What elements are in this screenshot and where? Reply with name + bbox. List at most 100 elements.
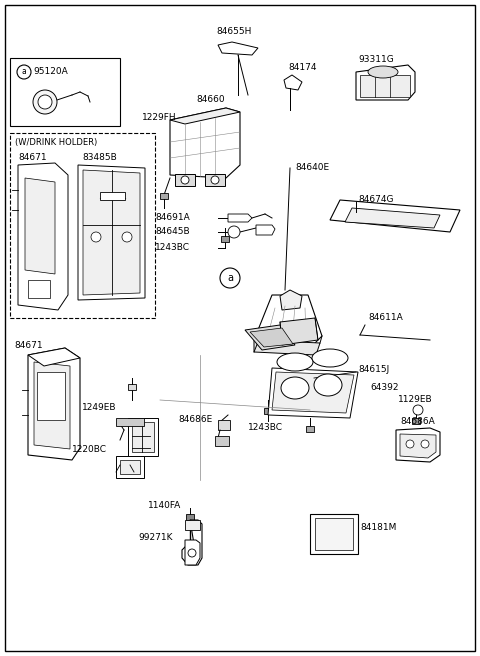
Text: 1140FA: 1140FA	[148, 501, 181, 510]
Polygon shape	[356, 65, 415, 100]
Bar	[132, 422, 154, 452]
Circle shape	[421, 440, 429, 448]
Circle shape	[211, 176, 219, 184]
Polygon shape	[250, 328, 293, 347]
Polygon shape	[160, 318, 440, 360]
Bar	[128, 384, 136, 390]
Ellipse shape	[312, 349, 348, 367]
Circle shape	[413, 405, 423, 415]
Ellipse shape	[277, 353, 313, 371]
Polygon shape	[308, 325, 445, 490]
Polygon shape	[272, 372, 354, 413]
Circle shape	[220, 268, 240, 288]
Circle shape	[122, 232, 132, 242]
Text: 93311G: 93311G	[358, 56, 394, 64]
Text: 1229FH: 1229FH	[142, 113, 177, 123]
Text: 84691A: 84691A	[155, 213, 190, 222]
Circle shape	[406, 440, 414, 448]
Bar	[412, 418, 420, 424]
Bar	[28, 280, 50, 298]
Text: 84686A: 84686A	[400, 417, 435, 426]
Text: a: a	[22, 68, 26, 77]
Circle shape	[181, 176, 189, 184]
Bar	[116, 418, 144, 426]
Circle shape	[228, 226, 240, 238]
Bar	[215, 436, 229, 446]
Bar	[315, 518, 353, 550]
Bar	[120, 460, 140, 474]
Text: 84671: 84671	[14, 340, 43, 350]
Text: 84640E: 84640E	[295, 163, 329, 173]
Polygon shape	[34, 362, 70, 449]
Polygon shape	[28, 348, 80, 460]
Bar	[218, 420, 230, 430]
Text: (W/DRINK HOLDER): (W/DRINK HOLDER)	[15, 138, 97, 148]
Text: 1249EB: 1249EB	[82, 403, 117, 413]
Text: 83485B: 83485B	[82, 152, 117, 161]
Polygon shape	[228, 214, 252, 222]
Text: 99271K: 99271K	[138, 533, 172, 543]
Polygon shape	[155, 460, 315, 540]
Polygon shape	[182, 520, 202, 565]
Bar	[306, 426, 314, 432]
Text: 84655H: 84655H	[216, 28, 252, 37]
Bar	[310, 514, 358, 554]
Bar	[360, 75, 410, 97]
Text: 95120A: 95120A	[33, 68, 68, 77]
Polygon shape	[284, 75, 302, 90]
Bar	[205, 174, 225, 186]
Text: 84645B: 84645B	[155, 228, 190, 237]
Circle shape	[188, 549, 196, 557]
Polygon shape	[258, 295, 322, 348]
Bar	[160, 193, 168, 199]
Polygon shape	[148, 340, 170, 540]
Bar	[37, 372, 65, 420]
Polygon shape	[148, 340, 320, 535]
Polygon shape	[400, 434, 436, 458]
Ellipse shape	[281, 377, 309, 399]
Text: 84686E: 84686E	[178, 415, 212, 424]
Polygon shape	[256, 225, 275, 235]
Bar	[100, 192, 125, 200]
Polygon shape	[185, 540, 200, 565]
Bar	[221, 236, 229, 242]
Polygon shape	[345, 208, 440, 228]
Text: 84181M: 84181M	[360, 523, 396, 533]
Polygon shape	[396, 428, 440, 462]
Bar	[264, 408, 272, 414]
Bar	[10, 58, 120, 126]
Bar	[128, 418, 158, 456]
Polygon shape	[245, 325, 295, 350]
Polygon shape	[185, 520, 200, 530]
Text: 84615J: 84615J	[358, 365, 389, 375]
Ellipse shape	[368, 66, 398, 78]
Circle shape	[33, 90, 57, 114]
Text: 84611A: 84611A	[368, 314, 403, 323]
Bar	[10, 133, 155, 318]
Polygon shape	[218, 42, 258, 55]
Bar	[175, 174, 195, 186]
Text: 84674G: 84674G	[358, 195, 394, 205]
Polygon shape	[78, 165, 145, 300]
Polygon shape	[83, 170, 140, 295]
Circle shape	[17, 65, 31, 79]
Text: 84174: 84174	[288, 64, 316, 73]
Circle shape	[91, 232, 101, 242]
Polygon shape	[170, 108, 240, 178]
Text: a: a	[227, 273, 233, 283]
Circle shape	[38, 95, 52, 109]
Polygon shape	[254, 340, 320, 355]
Polygon shape	[25, 178, 55, 274]
Text: 1220BC: 1220BC	[72, 445, 107, 455]
Text: 1243BC: 1243BC	[155, 243, 190, 253]
Text: 84660: 84660	[196, 96, 225, 104]
Polygon shape	[280, 318, 318, 345]
Polygon shape	[170, 108, 240, 124]
Ellipse shape	[314, 374, 342, 396]
Polygon shape	[330, 200, 460, 232]
Polygon shape	[268, 368, 358, 418]
Text: 64392: 64392	[370, 384, 398, 392]
Bar	[186, 514, 194, 520]
Polygon shape	[28, 348, 80, 366]
Text: 1243BC: 1243BC	[248, 424, 283, 432]
